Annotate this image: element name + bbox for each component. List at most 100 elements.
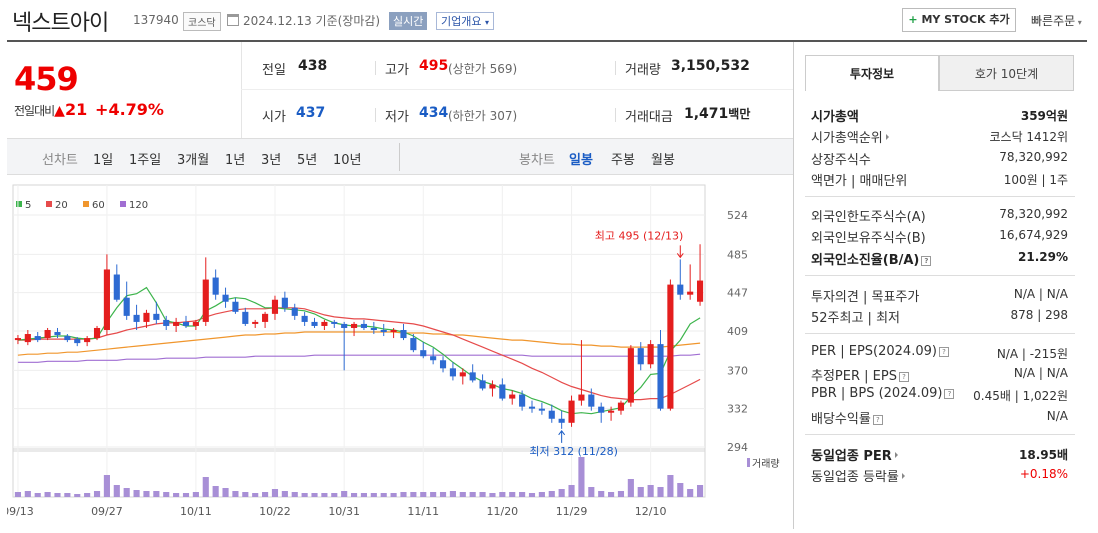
candle: [163, 315, 170, 330]
pbr-value: 0.45배 | 1,022원: [973, 389, 1068, 403]
volume-bar: [350, 493, 358, 497]
volume-bar: [459, 492, 466, 497]
candle-weekly[interactable]: 주봉: [611, 153, 635, 168]
ma60-line: [17, 331, 701, 356]
panel-divider: [805, 333, 1075, 334]
est-per-label: 추정PER | EPS: [811, 369, 897, 384]
period-1d[interactable]: 1일: [93, 153, 114, 168]
w52-value: 878 | 298: [1010, 308, 1068, 322]
price-change: 전일대비▲21 +4.79%: [14, 100, 164, 119]
candle: [212, 269, 219, 300]
candle: [34, 332, 41, 343]
candle-body: [281, 297, 288, 308]
volume-bar: [548, 491, 555, 497]
volume-bar: [64, 493, 71, 497]
help-icon[interactable]: ?: [944, 389, 955, 399]
chart-svg: 5 20 60 120 524 485 447 409 370 332 294 09/13 09/27 1…: [2, 184, 780, 518]
volume-bar: [647, 485, 654, 497]
quote-date: 2024.12.13 기준(장마감): [243, 12, 380, 29]
candle: [528, 400, 536, 413]
volume-bar: [54, 493, 61, 497]
line-chart-label: 선차트: [42, 153, 78, 168]
per-row: PER | EPS(2024.09)? N/A | -215원: [811, 344, 1068, 364]
period-1y[interactable]: 1년: [225, 153, 246, 168]
sector-rate-row[interactable]: 동일업종 등락률 +0.18%: [811, 466, 1068, 486]
volume-bar: [528, 493, 536, 497]
help-icon[interactable]: ?: [938, 347, 949, 357]
tab-invest-info[interactable]: 투자정보: [805, 55, 939, 91]
sector-rate-label: 동일업종 등락률: [811, 470, 899, 485]
volume-bar: [430, 492, 437, 497]
per-label: PER | EPS(2024.09): [811, 344, 937, 359]
candle-daily[interactable]: 일봉: [569, 153, 593, 168]
volume-bar: [74, 494, 81, 497]
period-1w[interactable]: 1주일: [129, 153, 162, 168]
change-value: 21: [64, 100, 88, 119]
candle-body: [637, 348, 644, 365]
y-tick-label: 409: [727, 325, 748, 338]
candle: [242, 307, 249, 326]
candle: [74, 337, 81, 347]
volume-bar: [578, 457, 585, 497]
candle: [449, 362, 456, 381]
candle-body: [24, 334, 31, 343]
help-icon[interactable]: ?: [921, 256, 932, 266]
candle: [538, 402, 545, 415]
candle-body: [696, 280, 704, 302]
mystock-add-button[interactable]: + MY STOCK 추가: [902, 8, 1016, 32]
period-3m[interactable]: 3개월: [177, 153, 210, 168]
candle-body: [677, 284, 684, 295]
volume-bar: [271, 489, 279, 497]
candle-body: [499, 384, 506, 399]
volume-bar: [103, 475, 110, 497]
open-label: 시가: [262, 110, 286, 125]
w52-label: 52주최고 | 최저: [811, 311, 900, 326]
candle: [360, 319, 368, 330]
volume-bar: [637, 487, 644, 497]
div-label-wrap: 배당수익률?: [811, 408, 883, 427]
sector-rate-value: +0.18%: [1019, 467, 1068, 481]
candle-body: [647, 344, 654, 365]
foreign-ratio-value: 21.29%: [1018, 250, 1068, 264]
period-5y[interactable]: 5년: [297, 153, 318, 168]
corp-overview-dropdown[interactable]: 기업개요 ▾: [436, 12, 494, 30]
candle-body: [350, 323, 358, 328]
quick-order-label: 빠른주문: [1031, 14, 1076, 28]
volume-bar: [667, 475, 674, 497]
candle-body: [331, 321, 338, 324]
candle: [103, 254, 110, 336]
candle-body: [311, 321, 318, 326]
sector-per-row[interactable]: 동일업종 PER 18.95배: [811, 445, 1068, 465]
panel-divider: [805, 275, 1075, 276]
candle: [519, 390, 526, 411]
volume-bar: [509, 492, 516, 497]
help-icon[interactable]: ?: [898, 372, 909, 382]
volume-bar: [608, 492, 615, 497]
volume-bar: [370, 493, 377, 497]
foreign-ratio-label-wrap: 외국인소진율(B/A)?: [811, 249, 932, 268]
rank-row[interactable]: 시가총액순위 코스닥 1412위: [811, 127, 1068, 147]
period-10y[interactable]: 10년: [333, 153, 362, 168]
legend-label-ma5: 5: [25, 200, 31, 211]
tab-hoga-10[interactable]: 호가 10단계: [939, 55, 1074, 91]
candle: [271, 295, 279, 320]
panel-divider: [805, 434, 1075, 435]
candle-body: [627, 348, 634, 403]
open-value: 437: [296, 105, 326, 121]
shares-value: 78,320,992: [999, 150, 1068, 164]
y-tick-label: 370: [727, 364, 748, 377]
volume-bar: [93, 491, 101, 497]
quick-order-button[interactable]: 빠른주문 ▾: [1031, 12, 1082, 29]
candle-body: [430, 356, 437, 361]
candle: [617, 400, 625, 415]
candle: [301, 311, 308, 326]
x-tick-label: 12/10: [635, 505, 667, 518]
candle-body: [222, 294, 229, 302]
volume-bar: [84, 493, 91, 497]
realtime-badge[interactable]: 실시간: [389, 12, 428, 30]
candle: [113, 264, 120, 302]
help-icon[interactable]: ?: [872, 415, 883, 425]
period-3y[interactable]: 3년: [261, 153, 282, 168]
candle-monthly[interactable]: 월봉: [651, 153, 675, 168]
market-badge: 코스닥: [183, 12, 221, 31]
